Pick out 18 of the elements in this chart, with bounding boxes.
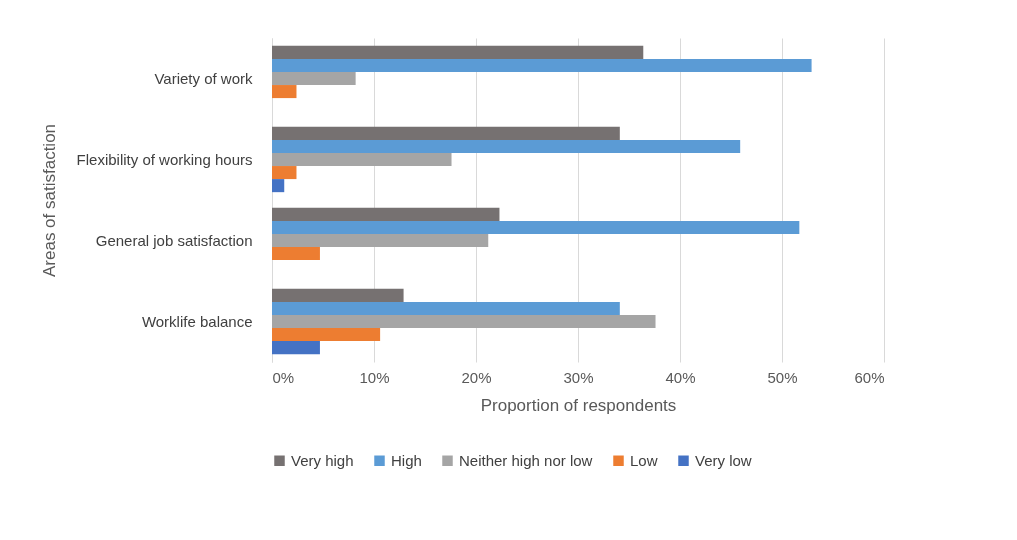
legend-label: Very low <box>695 451 752 469</box>
y-tick-label: Flexibility of working hours <box>76 150 253 168</box>
y-tick-label: Worklife balance <box>141 312 253 330</box>
x-axis-title: Proportion of respondents <box>480 395 677 415</box>
x-tick-label: 40% <box>665 368 696 386</box>
legend-label: Low <box>630 451 658 469</box>
x-tick-label: 60% <box>854 368 885 386</box>
x-tick-label: 10% <box>359 368 390 386</box>
legend-label: Neither high nor low <box>459 451 593 469</box>
x-tick-label: 0% <box>272 368 295 386</box>
x-tick-label: 30% <box>563 368 594 386</box>
y-tick-label: General job satisfaction <box>95 231 253 249</box>
x-tick-label: 20% <box>461 368 492 386</box>
legend-label: Very high <box>291 451 354 469</box>
y-tick-label: Variety of work <box>154 69 253 87</box>
x-tick-label: 50% <box>767 368 798 386</box>
legend-label: High <box>391 451 422 469</box>
y-axis-title: Areas of satisfaction <box>39 123 59 278</box>
